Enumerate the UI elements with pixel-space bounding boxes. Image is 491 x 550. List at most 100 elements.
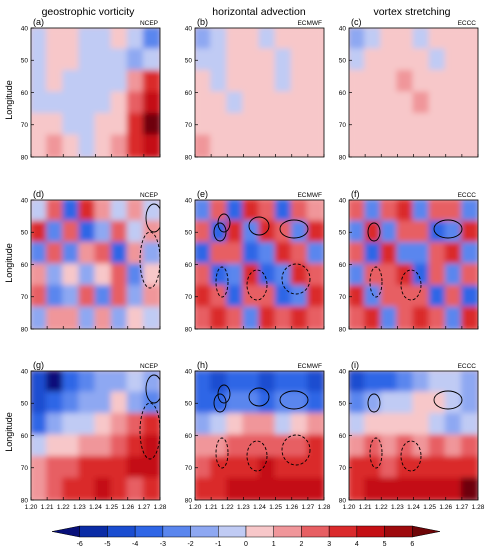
heat-cell [195,134,213,157]
heat-cell [412,477,431,500]
heat-cell [78,391,97,415]
heat-cell [94,220,113,244]
x-tick-label: 1.25 [423,504,436,511]
heat-cell [94,48,113,72]
heat-cell [306,48,324,72]
panel-source-label: ECMWF [297,363,322,370]
heat-cell [460,220,478,244]
colorbar-segment [134,525,164,538]
heat-cell [126,134,145,157]
heat-cell [380,242,399,266]
heat-cell [62,28,81,51]
heat-cell [258,200,277,223]
heat-cell [78,113,97,137]
heat-cell [94,413,113,437]
heat-cell [78,456,97,480]
heat-cell [364,413,383,437]
heat-cell [460,413,478,437]
heat-cell [428,434,447,458]
heat-cell [46,371,65,394]
y-tick-label: 50 [339,58,347,65]
x-tick-label: 1.27 [302,504,315,511]
heat-cell [242,306,261,329]
heat-cell [274,285,293,309]
heat-cell [210,391,229,415]
heat-cell [396,477,415,500]
y-tick-label: 80 [21,326,29,333]
heat-cell [31,285,49,309]
heat-cell [110,434,129,458]
heat-cell [62,434,81,458]
heat-cell [210,28,229,51]
heat-cell [412,371,431,394]
heat-cell [126,28,145,51]
contour-line [248,387,270,407]
heat-cell [142,28,160,51]
y-tick-label: 70 [339,122,347,129]
heat-cell [62,263,81,287]
heat-cell [31,391,49,415]
heat-cell [306,285,324,309]
heat-cell [444,134,463,157]
heat-cell [349,113,367,137]
heat-cell [349,48,367,72]
heat-cell [94,113,113,137]
colorbar-segment [301,525,330,538]
heat-cell [444,477,463,500]
panel-letter: (a) [33,17,44,27]
heat-cell [380,134,399,157]
heat-cell [126,242,145,266]
heat-cell [349,200,367,223]
heat-cell [412,434,431,458]
heat-cell [195,48,213,72]
y-tick-label: 60 [339,433,347,440]
contour-line [369,266,383,298]
y-tick-label: 40 [339,25,347,32]
x-tick-label: 1.28 [472,504,485,511]
heat-cell [428,113,447,137]
heat-cell [258,134,277,157]
heat-cell [460,391,478,415]
heat-cell [349,91,367,115]
heat-cell [396,413,415,437]
x-tick-label: 1.26 [121,504,134,511]
heat-cell [31,220,49,244]
heat-cell [349,434,367,458]
panel-source-label: NCEP [140,363,158,370]
heat-cell [78,306,97,329]
heat-cell [126,200,145,223]
heat-cell [306,477,324,500]
heat-cell [396,371,415,394]
heat-cell [46,91,65,115]
heat-cell [94,477,113,500]
y-tick-label: 50 [185,58,193,65]
heat-cell [242,70,261,94]
y-tick-label: 70 [185,294,193,301]
heat-cell [126,371,145,394]
colorbar-tick-label: 4 [355,541,359,548]
heat-cell [62,306,81,329]
heat-cell [364,134,383,157]
heat-cell [78,477,97,500]
heat-cell [62,220,81,244]
heat-cell [62,134,81,157]
heat-cell [380,91,399,115]
panel-letter: (c) [351,17,362,27]
heat-cell [46,28,65,51]
x-tick-label: 1.21 [41,504,54,511]
heat-cell [290,371,309,394]
heat-cell [226,263,245,287]
contour-line [433,219,463,239]
heat-cell [290,70,309,94]
contour-line [367,222,381,242]
heat-cell [142,48,160,72]
heat-cell [258,48,277,72]
heat-cell [126,113,145,137]
heat-cell [110,48,129,72]
heat-cell [142,413,160,437]
heat-cell [364,306,383,329]
heat-cell [428,200,447,223]
heat-cell [444,306,463,329]
heat-cell [126,263,145,287]
contour-line [279,390,309,410]
